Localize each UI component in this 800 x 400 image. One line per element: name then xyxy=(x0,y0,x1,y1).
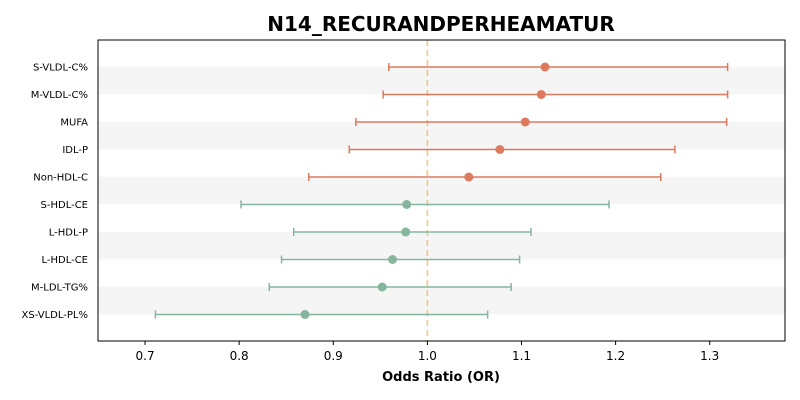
row-stripe xyxy=(98,286,785,315)
forest-row: L-HDL-CE xyxy=(41,255,521,266)
row-label: S-HDL-CE xyxy=(41,200,88,211)
forest-row: S-VLDL-C% xyxy=(33,62,729,74)
plot-frame xyxy=(97,39,786,342)
x-axis-label: Odds Ratio (OR) xyxy=(382,370,500,385)
or-point xyxy=(388,255,398,264)
row-label: XS-VLDL-PL% xyxy=(22,310,88,321)
row-label: IDL-P xyxy=(62,145,88,156)
row-stripes xyxy=(98,66,785,315)
forest-row: M-VLDL-C% xyxy=(31,90,729,101)
row-label: Non-HDL-C xyxy=(33,173,88,184)
x-tick-label: 1.2 xyxy=(606,349,625,363)
forest-row: M-LDL-TG% xyxy=(31,282,512,294)
or-point xyxy=(401,227,411,237)
x-tick-label: 0.7 xyxy=(136,349,155,363)
x-tick-label: 1.3 xyxy=(700,349,719,363)
x-tick-label: 1.1 xyxy=(512,349,531,363)
or-point xyxy=(377,282,387,292)
forest-row: Non-HDL-C xyxy=(33,172,662,184)
rows-group: S-VLDL-C% M-VLDL-C% MUFA IDL-P Non-HDL-C S-HD… xyxy=(22,62,729,321)
or-point xyxy=(300,310,310,319)
forest-row: IDL-P xyxy=(62,145,676,156)
chart-title: N14_RECURANDPERHEAMATUR xyxy=(267,12,614,36)
or-point xyxy=(520,117,530,127)
or-point xyxy=(464,172,474,182)
x-tick-label: 0.9 xyxy=(324,349,343,363)
x-tick-label: 1.0 xyxy=(418,349,437,363)
row-label: L-HDL-CE xyxy=(41,255,88,266)
row-label: M-LDL-TG% xyxy=(31,283,88,294)
forest-row: XS-VLDL-PL% xyxy=(22,310,489,321)
or-point xyxy=(495,145,505,154)
row-label: S-VLDL-C% xyxy=(33,63,88,74)
forest-row: S-HDL-CE xyxy=(41,200,610,211)
row-label: MUFA xyxy=(60,118,88,129)
row-label: M-VLDL-C% xyxy=(31,90,88,101)
row-stripe xyxy=(98,121,785,150)
x-axis-ticks: 0.7 0.8 0.9 1.0 1.1 1.2 1.3 xyxy=(136,341,719,363)
row-label: L-HDL-P xyxy=(49,228,88,239)
or-point xyxy=(536,90,546,99)
forest-row: L-HDL-P xyxy=(49,227,532,239)
row-stripe xyxy=(98,176,785,205)
or-point xyxy=(402,200,412,209)
row-stripe xyxy=(98,231,785,260)
forest-row: MUFA xyxy=(60,117,728,129)
or-point xyxy=(540,62,550,72)
x-tick-label: 0.8 xyxy=(230,349,249,363)
row-stripe xyxy=(98,66,785,95)
